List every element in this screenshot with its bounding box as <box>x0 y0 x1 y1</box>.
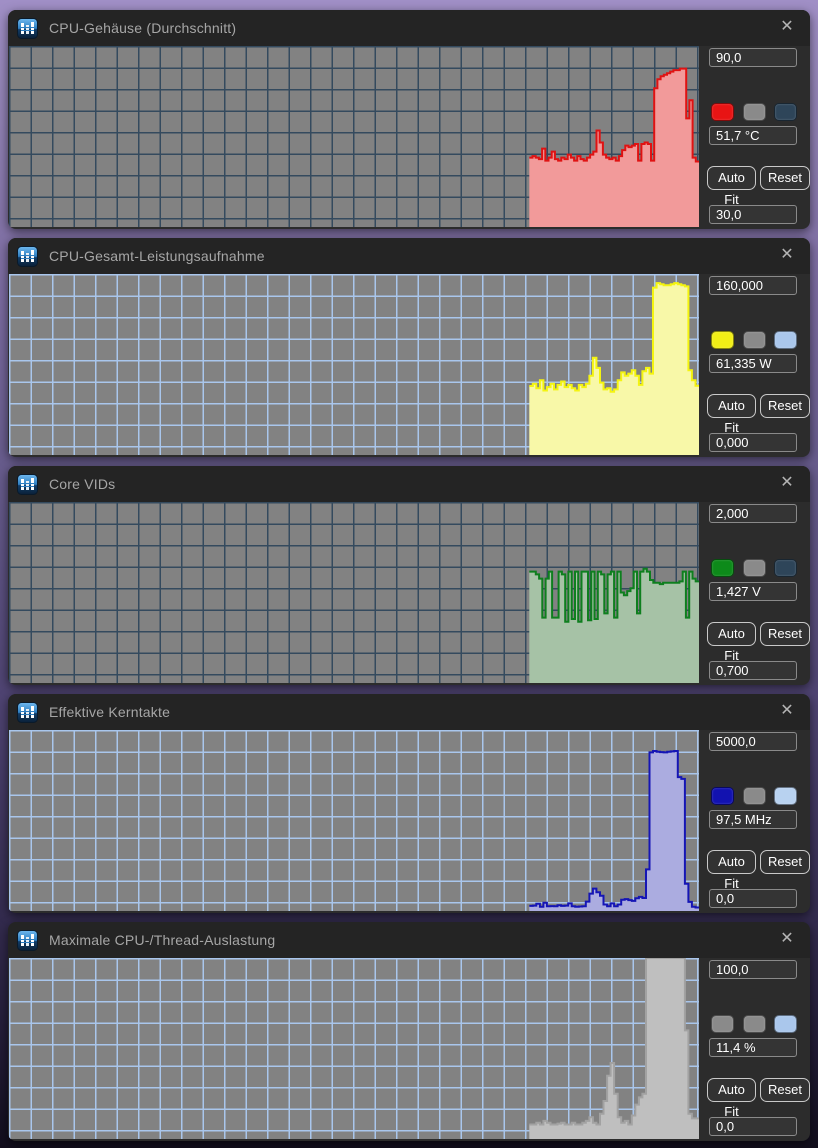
auto-fit-button[interactable]: Auto Fit <box>707 850 757 891</box>
graph-settings-panel: 160,000 61,335 W Auto Fit Reset 0,000 <box>700 274 810 457</box>
y-max-input[interactable]: 90,0 <box>709 48 797 67</box>
graph-plot-area[interactable] <box>9 46 699 227</box>
grid-color-swatch[interactable] <box>774 787 797 805</box>
auto-fit-button[interactable]: Auto Fit <box>707 394 757 435</box>
line-color-swatch[interactable] <box>711 787 734 805</box>
window-title: CPU-Gesamt-Leistungsaufnahme <box>49 248 265 264</box>
y-max-input[interactable]: 2,000 <box>709 504 797 523</box>
button-row: Auto Fit Reset <box>707 1078 810 1119</box>
reset-button[interactable]: Reset <box>760 850 810 874</box>
plot-background-color-swatch[interactable] <box>742 1015 766 1033</box>
titlebar[interactable]: Maximale CPU-/Thread-Auslastung ✕ <box>8 922 810 958</box>
grid-color-swatch[interactable] <box>774 331 797 349</box>
reset-button[interactable]: Reset <box>760 1078 810 1102</box>
button-row: Auto Fit Reset <box>707 394 810 435</box>
auto-fit-button[interactable]: Auto Fit <box>707 166 757 207</box>
auto-fit-button[interactable]: Auto Fit <box>707 1078 757 1119</box>
graph-plot-area[interactable] <box>9 958 699 1139</box>
close-icon[interactable]: ✕ <box>780 474 794 491</box>
grid-color-swatch[interactable] <box>774 103 797 121</box>
current-value-readout: 51,7 °C <box>709 126 797 145</box>
current-value-readout: 11,4 % <box>709 1038 797 1057</box>
y-min-input[interactable]: 30,0 <box>709 205 797 224</box>
close-icon[interactable]: ✕ <box>780 246 794 263</box>
graph-settings-panel: 90,0 51,7 °C Auto Fit Reset 30,0 <box>700 46 810 229</box>
graph-settings-panel: 2,000 1,427 V Auto Fit Reset 0,700 <box>700 502 810 685</box>
button-row: Auto Fit Reset <box>707 166 810 207</box>
temperature-area-chart <box>529 67 699 227</box>
graph-plot-area[interactable] <box>9 730 699 911</box>
grid-color-swatch[interactable] <box>774 559 797 577</box>
sensor-graph-window-kerntakte: Effektive Kerntakte ✕ 5000,0 97,5 MHz Au… <box>8 694 810 913</box>
sensor-graph-window-core-vids: Core VIDs ✕ 2,000 1,427 V Auto Fit Reset… <box>8 466 810 685</box>
y-max-input[interactable]: 160,000 <box>709 276 797 295</box>
auto-fit-button[interactable]: Auto Fit <box>707 622 757 663</box>
window-title: Effektive Kerntakte <box>49 704 171 720</box>
plot-background-color-swatch[interactable] <box>742 787 766 805</box>
reset-button[interactable]: Reset <box>760 622 810 646</box>
titlebar[interactable]: Effektive Kerntakte ✕ <box>8 694 810 730</box>
hwinfo-graph-app-icon <box>17 701 38 723</box>
voltage-area-chart <box>529 567 699 683</box>
line-color-swatch[interactable] <box>711 559 734 577</box>
grid-color-swatch[interactable] <box>774 1015 797 1033</box>
hwinfo-graph-app-icon <box>17 929 38 951</box>
reset-button[interactable]: Reset <box>760 166 810 190</box>
current-value-readout: 1,427 V <box>709 582 797 601</box>
color-swatch-row <box>711 331 797 349</box>
current-value-readout: 61,335 W <box>709 354 797 373</box>
graph-plot-area[interactable] <box>9 274 699 455</box>
button-row: Auto Fit Reset <box>707 850 810 891</box>
color-swatch-row <box>711 559 797 577</box>
graph-settings-panel: 5000,0 97,5 MHz Auto Fit Reset 0,0 <box>700 730 810 913</box>
color-swatch-row <box>711 103 797 121</box>
sensor-graph-window-cpu-gehaeuse: CPU-Gehäuse (Durchschnitt) ✕ 90,0 51,7 °… <box>8 10 810 229</box>
button-row: Auto Fit Reset <box>707 622 810 663</box>
titlebar[interactable]: CPU-Gesamt-Leistungsaufnahme ✕ <box>8 238 810 274</box>
color-swatch-row <box>711 787 797 805</box>
window-title: CPU-Gehäuse (Durchschnitt) <box>49 20 237 36</box>
window-title: Maximale CPU-/Thread-Auslastung <box>49 932 276 948</box>
reset-button[interactable]: Reset <box>760 394 810 418</box>
current-value-readout: 97,5 MHz <box>709 810 797 829</box>
y-min-input[interactable]: 0,000 <box>709 433 797 452</box>
sensor-graph-window-leistungsaufnahme: CPU-Gesamt-Leistungsaufnahme ✕ 160,000 6… <box>8 238 810 457</box>
color-swatch-row <box>711 1015 797 1033</box>
graph-settings-panel: 100,0 11,4 % Auto Fit Reset 0,0 <box>700 958 810 1141</box>
graph-plot-area[interactable] <box>9 502 699 683</box>
line-color-swatch[interactable] <box>711 103 734 121</box>
close-icon[interactable]: ✕ <box>780 18 794 35</box>
titlebar[interactable]: Core VIDs ✕ <box>8 466 810 502</box>
line-color-swatch[interactable] <box>711 331 734 349</box>
plot-background-color-swatch[interactable] <box>742 331 766 349</box>
power-area-chart <box>529 282 699 455</box>
y-max-input[interactable]: 100,0 <box>709 960 797 979</box>
y-min-input[interactable]: 0,0 <box>709 1117 797 1136</box>
usage-area-chart <box>529 958 699 1139</box>
close-icon[interactable]: ✕ <box>780 930 794 947</box>
plot-background-color-swatch[interactable] <box>742 559 766 577</box>
titlebar[interactable]: CPU-Gehäuse (Durchschnitt) ✕ <box>8 10 810 46</box>
plot-background-color-swatch[interactable] <box>742 103 766 121</box>
hwinfo-graph-app-icon <box>17 17 38 39</box>
line-color-swatch[interactable] <box>711 1015 734 1033</box>
hwinfo-graph-app-icon <box>17 473 38 495</box>
y-min-input[interactable]: 0,700 <box>709 661 797 680</box>
clock-area-chart <box>529 750 699 911</box>
sensor-graph-window-auslastung: Maximale CPU-/Thread-Auslastung ✕ 100,0 … <box>8 922 810 1141</box>
close-icon[interactable]: ✕ <box>780 702 794 719</box>
y-max-input[interactable]: 5000,0 <box>709 732 797 751</box>
window-title: Core VIDs <box>49 476 116 492</box>
hwinfo-graph-app-icon <box>17 245 38 267</box>
y-min-input[interactable]: 0,0 <box>709 889 797 908</box>
